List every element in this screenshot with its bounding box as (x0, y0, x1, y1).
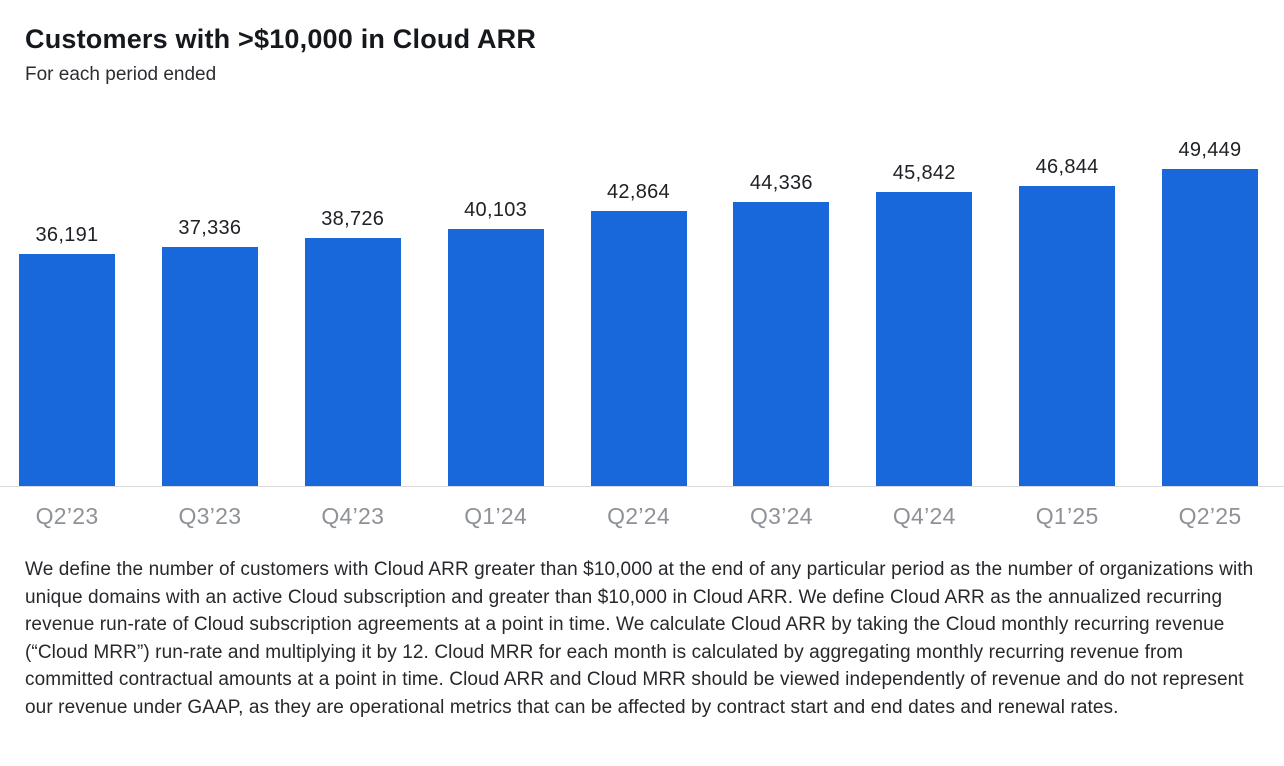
bar-value-label: 42,864 (607, 181, 670, 203)
bar-column: 44,336 (733, 172, 830, 486)
x-axis-label: Q1’24 (464, 503, 528, 529)
bar (447, 229, 544, 486)
bar-value-label: 40,103 (464, 199, 528, 221)
bar (304, 238, 401, 486)
bar-column: 49,449 (1162, 139, 1258, 486)
bar-columns: 36,191 37,336 38,726 40,103 42,864 44,336 45,8… (19, 136, 1258, 486)
x-axis-labels: Q2’23 Q3’23 Q4’23 Q1’24 Q2’24 Q3’24 Q4’24 Q1’25… (19, 503, 1258, 530)
x-axis: Q2’23 Q3’23 Q4’23 Q1’24 Q2’24 Q3’24 Q4’24 Q1’25… (0, 487, 1284, 530)
bar-column: 42,864 (590, 181, 687, 486)
chart-title: Customers with >$10,000 in Cloud ARR (25, 24, 537, 54)
bar-value-label: 44,336 (749, 172, 813, 194)
bar-value-label: 45,842 (892, 162, 956, 184)
bar-column: 36,191 (19, 224, 115, 486)
bar-column: 40,103 (447, 199, 544, 486)
bar-value-label: 37,336 (178, 217, 242, 239)
x-axis-label: Q2’25 (1178, 503, 1242, 529)
bar (1019, 186, 1116, 486)
chart-subtitle: For each period ended (25, 64, 217, 85)
bar-column: 37,336 (161, 217, 258, 486)
footnote-text: We define the number of customers with C… (25, 559, 1254, 718)
bar-value-label: 49,449 (1178, 139, 1242, 161)
bar (876, 192, 973, 486)
bar-value-label: 36,191 (35, 224, 99, 246)
bar-value-label: 46,844 (1035, 156, 1099, 178)
x-axis-label: Q1’25 (1035, 503, 1099, 529)
bar (590, 211, 687, 486)
bar (1162, 169, 1258, 486)
chart-page: Customers with >$10,000 in Cloud ARR For… (0, 24, 1284, 766)
x-axis-label: Q4’23 (321, 503, 385, 529)
bar-column: 46,844 (1019, 156, 1116, 486)
bar (161, 247, 258, 486)
bar-column: 45,842 (876, 162, 973, 486)
bar (733, 202, 830, 486)
x-axis-label: Q3’24 (749, 503, 813, 529)
bar-value-label: 38,726 (321, 208, 385, 230)
x-axis-label: Q3’23 (178, 503, 242, 529)
x-axis-label: Q2’24 (607, 503, 670, 529)
bar-column: 38,726 (304, 208, 401, 486)
bar (19, 254, 115, 486)
bar-chart-plot-area: 36,191 37,336 38,726 40,103 42,864 44,336 45,8… (0, 136, 1284, 487)
x-axis-label: Q2’23 (35, 503, 99, 529)
x-axis-label: Q4’24 (892, 503, 956, 529)
